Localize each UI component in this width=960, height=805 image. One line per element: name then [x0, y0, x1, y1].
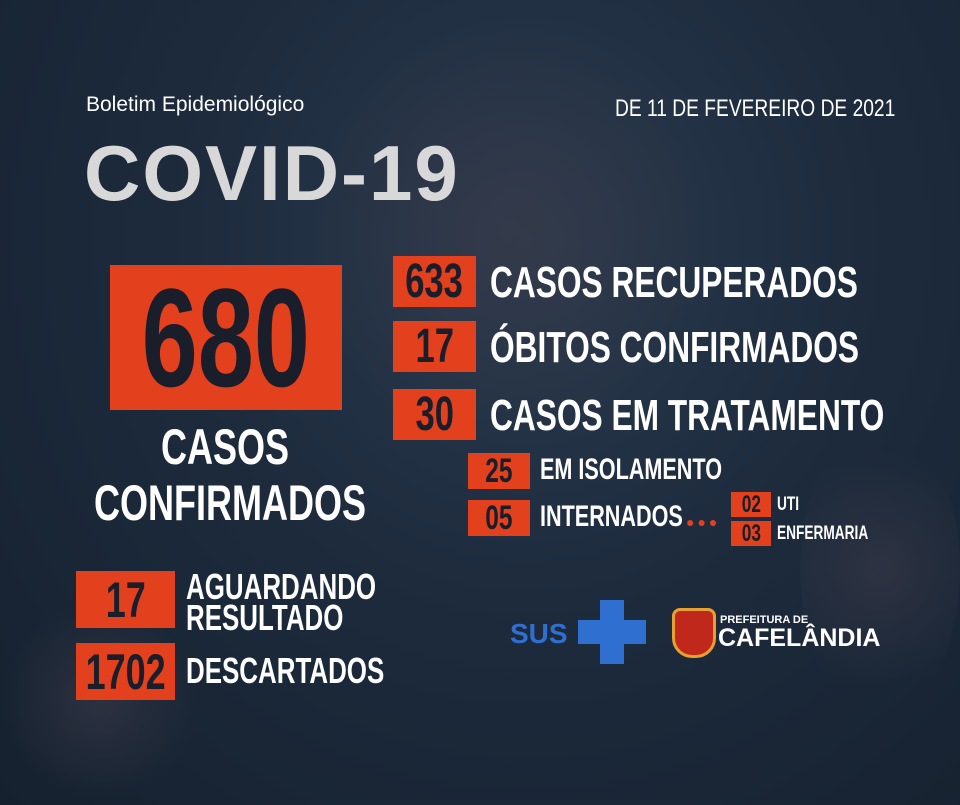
ward-label: ENFERMARIA [777, 523, 869, 544]
confirmed-count: 680 [110, 265, 342, 410]
sus-logo-text: SUS [510, 618, 568, 649]
icu-label: UTI [777, 494, 800, 515]
isolation-count: 25 [468, 453, 530, 489]
deaths-label: ÓBITOS CONFIRMADOS [490, 323, 860, 372]
cafelandia-coat-of-arms-icon [672, 608, 716, 658]
deaths-count: 17 [393, 321, 476, 372]
virus-background [800, 420, 960, 720]
pending-label-2: RESULTADO [186, 597, 344, 638]
subtitle: Boletim Epidemiológico [86, 93, 305, 116]
date: DE 11 DE FEVEREIRO DE 2021 [615, 95, 896, 122]
treatment-label: CASOS EM TRATAMENTO [490, 391, 885, 440]
icu-count: 02 [731, 492, 771, 517]
confirmed-label-1: CASOS [160, 419, 290, 475]
recovered-label: CASOS RECUPERADOS [490, 258, 858, 307]
connector-dots: ●●● [686, 514, 721, 530]
recovered-count: 633 [393, 256, 476, 307]
confirmed-label-2: CONFIRMADOS [93, 475, 366, 531]
hospitalized-label: INTERNADOS [540, 500, 683, 533]
hospitalized-count: 05 [468, 500, 530, 536]
prefeitura-label: PREFEITURA DE [720, 614, 809, 626]
discarded-label: DESCARTADOS [186, 650, 385, 691]
isolation-label: EM ISOLAMENTO [540, 453, 723, 486]
cafelandia-label: CAFELÂNDIA [718, 624, 881, 652]
pending-count: 17 [76, 571, 175, 628]
pending-label-1: AGUARDANDO [186, 566, 377, 607]
virus-background [300, 20, 720, 440]
page-title: COVID-19 [84, 129, 460, 217]
ward-count: 03 [731, 521, 771, 546]
discarded-count: 1702 [76, 643, 175, 700]
treatment-count: 30 [393, 389, 476, 440]
virus-background [0, 600, 200, 800]
sus-cross-icon [578, 600, 646, 664]
